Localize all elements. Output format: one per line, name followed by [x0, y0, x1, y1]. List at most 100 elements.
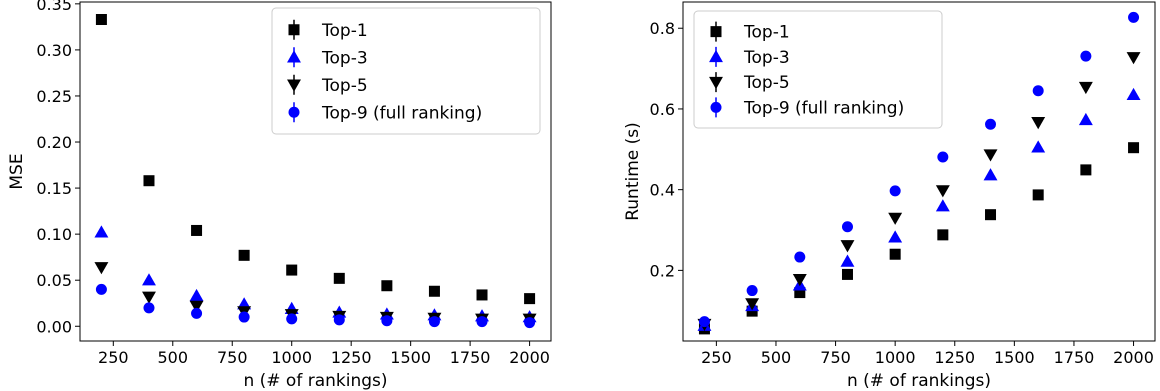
chart-2: 0.2 0.4 0.6 0.8 250 500 750 1000 1250 1500 1750 200… — [623, 1, 1156, 391]
legend-marker — [710, 101, 722, 113]
series-top-1 — [95, 14, 536, 305]
data-point — [985, 118, 997, 130]
data-point — [143, 175, 155, 187]
x-axis-label: n (# of rankings) — [243, 371, 387, 391]
data-point — [333, 314, 345, 326]
data-point — [476, 316, 488, 328]
legend-marker — [288, 106, 300, 118]
series-top-9-full-ranking — [698, 11, 1140, 328]
legend-marker — [709, 49, 723, 63]
legend-label: Top-5 — [321, 76, 368, 96]
data-point — [286, 313, 298, 325]
data-point — [935, 185, 950, 198]
data-point — [840, 254, 855, 267]
data-point — [428, 316, 440, 328]
legend-label: Top-9 (full ranking) — [321, 103, 482, 123]
x-tick-label: 250 — [701, 348, 732, 367]
legend: Top-1 Top-3 Top-5 Top-9 (full ranking) — [271, 7, 541, 135]
data-point — [238, 311, 250, 323]
y-tick-label: 0.30 — [36, 41, 72, 60]
data-point — [888, 212, 903, 225]
x-tick-label: 500 — [761, 348, 792, 367]
data-point — [937, 151, 949, 163]
x-axis-label: n (# of rankings) — [847, 371, 991, 391]
data-point — [983, 168, 998, 181]
legend-label: Top-9 (full ranking) — [743, 98, 904, 118]
data-point — [1078, 81, 1093, 95]
data-point — [476, 289, 488, 301]
data-point — [95, 283, 107, 295]
data-point — [792, 274, 807, 287]
y-tick-label: 0.05 — [36, 271, 72, 290]
data-point — [1032, 189, 1044, 201]
series-top-9-full-ranking — [95, 283, 536, 329]
data-point — [191, 224, 203, 236]
data-point — [985, 209, 997, 221]
legend-label: Top-1 — [743, 23, 790, 43]
x-tick-label: 1750 — [450, 348, 491, 367]
data-point — [1126, 87, 1141, 101]
x-tick-label: 1500 — [994, 348, 1035, 367]
data-point — [428, 285, 440, 297]
x-tick-label: 1000 — [271, 348, 312, 367]
data-point — [794, 287, 806, 299]
y-tick-label: 0.15 — [36, 179, 72, 198]
data-point — [381, 315, 393, 327]
legend-label: Top-5 — [743, 73, 790, 93]
data-point — [1080, 50, 1092, 62]
legend-marker — [710, 26, 722, 38]
data-point — [746, 285, 758, 297]
x-tick-label: 250 — [98, 348, 129, 367]
legend: Top-1 Top-3 Top-5 Top-9 (full ranking) — [693, 10, 943, 129]
data-point — [1031, 117, 1046, 130]
y-tick-label: 0.6 — [650, 100, 675, 119]
data-point — [189, 300, 204, 313]
data-point — [889, 248, 901, 260]
x-tick-label: 1500 — [390, 348, 431, 367]
x-tick-label: 1750 — [1054, 348, 1095, 367]
data-point — [937, 229, 949, 241]
data-point — [381, 280, 393, 292]
legend-marker — [288, 24, 300, 36]
y-tick-label: 0.35 — [36, 0, 72, 14]
series-top-1 — [698, 142, 1140, 335]
data-point — [840, 240, 855, 253]
data-point — [143, 302, 155, 314]
data-point — [191, 307, 203, 319]
legend-frame — [271, 7, 541, 135]
legend-label: Top-1 — [321, 21, 368, 41]
data-point — [286, 264, 298, 276]
data-point — [841, 221, 853, 233]
data-point — [333, 272, 345, 284]
data-point — [1128, 11, 1140, 23]
legend-marker — [709, 76, 723, 90]
data-point — [189, 288, 204, 302]
data-point — [94, 262, 109, 275]
data-point — [1080, 164, 1092, 176]
data-point — [238, 249, 250, 261]
data-point — [1031, 140, 1046, 153]
y-tick-label: 0.25 — [36, 87, 72, 106]
data-point — [524, 293, 536, 305]
x-tick-label: 750 — [820, 348, 851, 367]
data-point — [1032, 85, 1044, 97]
chart-1: 0.00 0.05 0.10 0.15 0.20 0.25 0.30 0.35 250 500 75… — [7, 0, 552, 391]
data-point — [935, 199, 950, 212]
y-tick-label: 0.8 — [650, 19, 675, 38]
legend-marker — [287, 50, 301, 63]
x-tick-label: 2000 — [1113, 348, 1154, 367]
y-tick-label: 0.4 — [650, 181, 675, 200]
data-point — [142, 291, 156, 304]
data-point — [1128, 142, 1140, 154]
data-point — [698, 316, 710, 328]
legend-frame — [693, 10, 943, 129]
data-point — [983, 149, 998, 162]
series-top-3 — [94, 225, 537, 323]
data-point — [745, 298, 760, 311]
legend-marker — [287, 79, 301, 92]
data-point — [1078, 112, 1093, 126]
y-tick-label: 0.20 — [36, 133, 72, 152]
x-tick-label: 1250 — [934, 348, 975, 367]
x-tick-label: 750 — [217, 348, 248, 367]
